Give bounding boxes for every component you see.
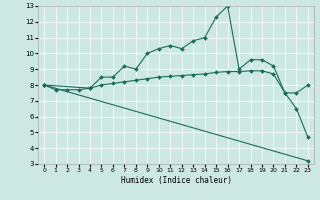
X-axis label: Humidex (Indice chaleur): Humidex (Indice chaleur) [121,176,231,185]
